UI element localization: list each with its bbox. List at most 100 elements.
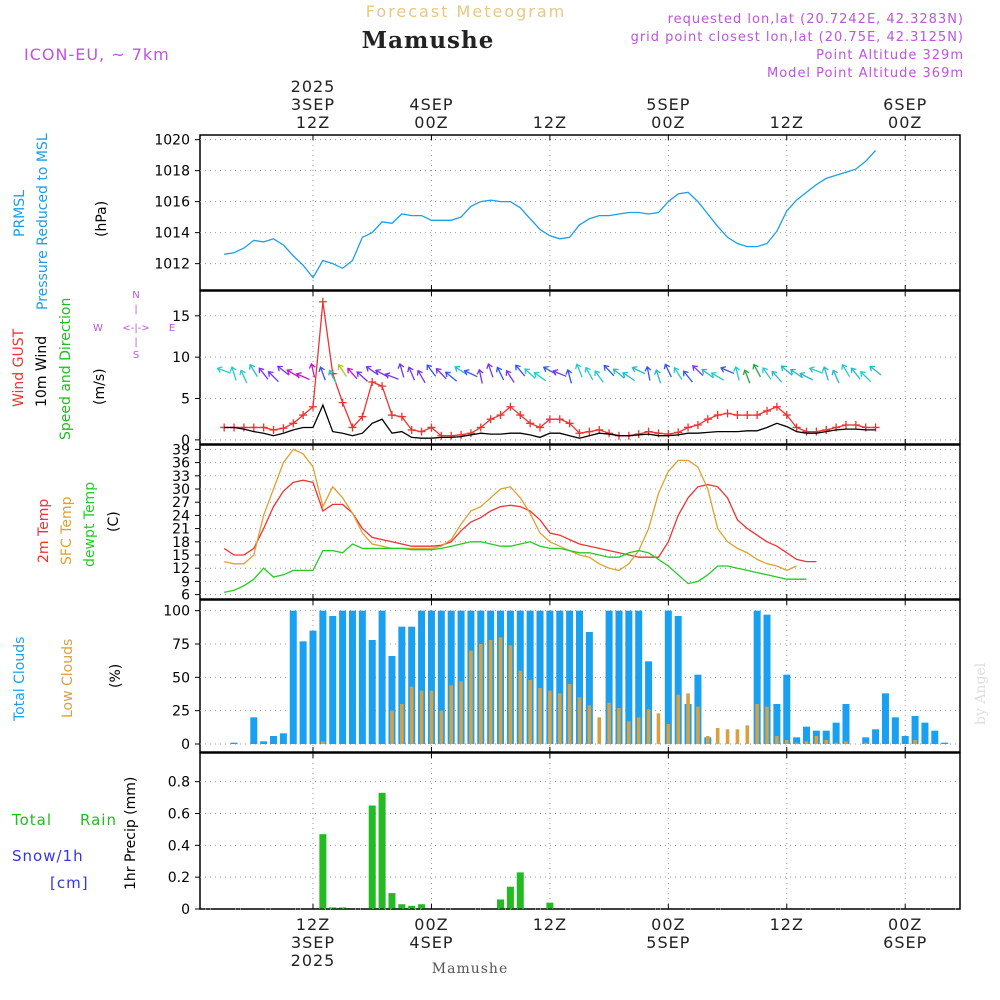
gust-marker bbox=[812, 427, 821, 436]
precip-ytick-label: 0.6 bbox=[168, 806, 190, 822]
temp-label-2m: 2m Temp bbox=[36, 499, 52, 563]
low-cloud-bar bbox=[518, 670, 523, 744]
low-cloud-bar bbox=[508, 645, 513, 744]
wind-direction-arrow bbox=[733, 365, 741, 381]
total-cloud-bar bbox=[289, 610, 297, 744]
precip-ytick-label: 0.4 bbox=[168, 838, 190, 854]
cloud-ytick-label: 75 bbox=[172, 637, 190, 653]
wind-direction-arrow bbox=[476, 368, 484, 384]
gust-marker bbox=[486, 415, 495, 424]
wind-direction-arrow-shape bbox=[267, 370, 279, 383]
wind-direction-arrow-shape bbox=[347, 367, 358, 380]
total-cloud-bar bbox=[664, 610, 672, 744]
bottom-time-label: 12Z bbox=[296, 915, 330, 934]
total-cloud-bar bbox=[931, 730, 939, 744]
wind-direction-arrow-shape bbox=[229, 365, 237, 381]
gust-marker bbox=[703, 415, 712, 424]
gust-marker bbox=[565, 419, 574, 428]
total-cloud-bar bbox=[763, 614, 771, 744]
prmsl-line bbox=[224, 150, 877, 279]
low-cloud-bar bbox=[765, 706, 769, 744]
wind-direction-arrow-shape bbox=[710, 371, 725, 381]
gust-marker bbox=[368, 377, 377, 386]
wind-direction-arrow-shape bbox=[622, 371, 636, 382]
rain-bar bbox=[329, 907, 337, 909]
temp-ytick-label: 15 bbox=[172, 548, 190, 564]
gust-marker bbox=[841, 420, 850, 429]
cloud-ytick-label: 100 bbox=[163, 604, 190, 620]
gust-marker bbox=[506, 402, 515, 411]
rain-bar bbox=[408, 905, 416, 909]
total-cloud-bar bbox=[773, 704, 781, 744]
gust-marker bbox=[427, 423, 436, 432]
low-cloud-bar bbox=[784, 740, 789, 744]
gust-marker bbox=[239, 423, 248, 432]
low-cloud-bar bbox=[577, 697, 582, 744]
total-cloud-bar bbox=[615, 610, 623, 744]
low-cloud-bar bbox=[478, 644, 483, 744]
total-cloud-bar bbox=[358, 610, 366, 744]
model-point-altitude: Model Point Altitude 369m bbox=[767, 66, 964, 81]
rain-bar bbox=[497, 899, 505, 909]
rain-bar bbox=[378, 792, 386, 909]
total-cloud-bar bbox=[319, 610, 327, 744]
gust-marker bbox=[309, 402, 317, 411]
wind-direction-arrow bbox=[603, 364, 615, 377]
wind-direction-arrow-shape bbox=[486, 363, 494, 378]
wind-direction-arrow bbox=[612, 368, 625, 379]
precip-ytick-label: 0.2 bbox=[168, 870, 190, 886]
wind-direction-arrow-shape bbox=[574, 363, 583, 378]
top-time-label: 2025 bbox=[291, 77, 336, 96]
wind-direction-arrow bbox=[742, 369, 751, 384]
top-time-label: 12Z bbox=[533, 113, 567, 132]
wind-direction-arrow bbox=[515, 364, 526, 377]
10m-wind-line bbox=[224, 403, 876, 439]
low-cloud-bar bbox=[449, 685, 453, 744]
low-cloud-bar bbox=[419, 690, 424, 744]
wind-direction-arrow-shape bbox=[673, 366, 683, 380]
low-cloud-bar bbox=[814, 736, 819, 744]
total-cloud-bar bbox=[526, 610, 534, 744]
low-cloud-bar bbox=[617, 708, 621, 744]
wind-direction-arrow-shape bbox=[533, 371, 547, 382]
gust-marker bbox=[782, 411, 791, 420]
wind-direction-arrow-shape bbox=[752, 363, 762, 378]
wind-direction-arrow bbox=[780, 365, 793, 376]
total-cloud-bar bbox=[250, 717, 258, 744]
total-cloud-bar bbox=[348, 610, 356, 744]
low-cloud-bar bbox=[557, 693, 562, 744]
total-cloud-bar bbox=[427, 610, 435, 744]
gust-marker bbox=[763, 406, 772, 415]
low-cloud-bar bbox=[775, 736, 779, 744]
wind-direction-arrow bbox=[752, 363, 762, 378]
top-time-label: 00Z bbox=[651, 113, 685, 132]
wind-direction-arrow bbox=[337, 364, 348, 377]
low-cloud-bar bbox=[804, 741, 809, 744]
gust-marker bbox=[693, 420, 702, 429]
low-cloud-bar bbox=[725, 729, 730, 744]
precip-frame bbox=[199, 752, 961, 910]
low-cloud-bar bbox=[498, 637, 503, 744]
wind-direction-arrow bbox=[821, 365, 829, 381]
low-cloud-bar bbox=[636, 717, 641, 744]
precip-unit: 1hr Precip (mm) bbox=[123, 777, 139, 890]
gust-marker bbox=[466, 429, 475, 438]
gust-marker bbox=[526, 419, 535, 428]
top-time-label: 3SEP bbox=[291, 95, 335, 114]
wind-direction-arrow-shape bbox=[780, 365, 793, 376]
total-cloud-bar bbox=[585, 632, 593, 744]
gust-marker bbox=[545, 415, 554, 424]
total-cloud-bar bbox=[230, 742, 238, 744]
wind-direction-arrow bbox=[574, 363, 583, 378]
wind-direction-arrow bbox=[869, 365, 882, 376]
wind-direction-arrow bbox=[365, 365, 379, 376]
total-cloud-bar bbox=[753, 610, 761, 744]
total-cloud-bar bbox=[911, 716, 919, 744]
precip-panel: 0 0.2 0.4 0.6 0.8 bbox=[168, 752, 961, 918]
wind-direction-arrow bbox=[584, 366, 594, 381]
temp-ytick-label: 9 bbox=[181, 574, 190, 590]
wind-ytick-label: 5 bbox=[181, 392, 190, 408]
temp-ytick-label: 33 bbox=[172, 469, 190, 485]
low-cloud-bar bbox=[321, 741, 325, 744]
